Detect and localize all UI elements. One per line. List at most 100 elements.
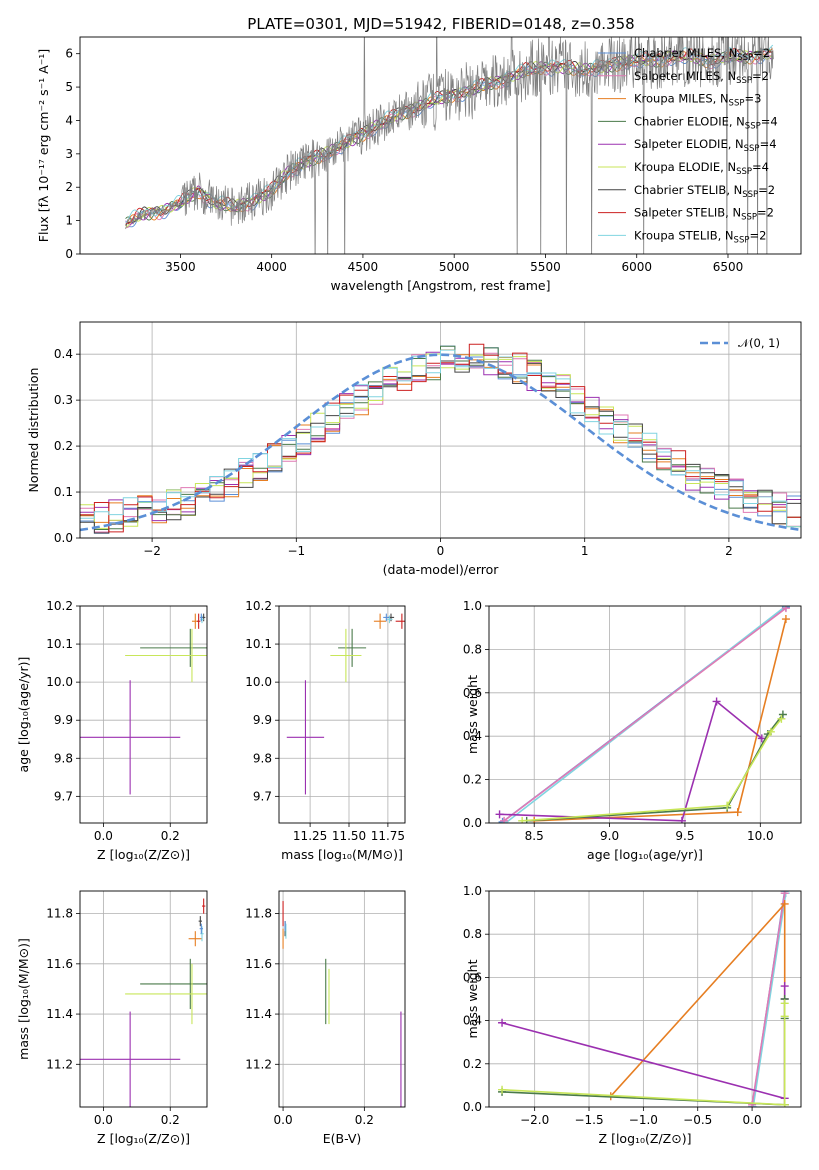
y-tick-label: 0.4 xyxy=(54,347,73,361)
axes-mass_vs_EBV: 0.0 0.2 11.2 11.4 11.6 11.8 E(B-V) xyxy=(245,890,406,1146)
legend-label-kroupa-stelib: Kroupa STELIB, NSSP=2 xyxy=(634,228,766,245)
y-axis-label: mass weight xyxy=(465,675,480,754)
legend-label-salpeter-stelib: Salpeter STELIB, NSSP=2 xyxy=(634,206,774,223)
x-axis-label: E(B-V) xyxy=(323,1131,362,1146)
mass_vs_EBV-plot-area xyxy=(282,901,402,1107)
plus-marker xyxy=(500,816,509,823)
errorbar-point-salpeter-elodie xyxy=(286,680,325,795)
x-tick-label: 3500 xyxy=(165,260,196,274)
plot-frame xyxy=(79,605,208,824)
y-axis-label: mass weight xyxy=(465,959,480,1038)
x-tick-label: −1 xyxy=(287,544,305,558)
y-tick-label: 10.2 xyxy=(46,599,73,613)
x-axis-label: wavelength [Angstrom, rest frame] xyxy=(330,278,550,293)
mass_vs_Z-plot-area xyxy=(80,898,207,1107)
errorbar-point-kroupa-elodie xyxy=(125,628,207,683)
x-tick-label: 0.0 xyxy=(743,1113,762,1127)
plus-marker xyxy=(780,1012,789,1021)
legend-label-chabrier-miles: Chabrier MILES, NSSP=2 xyxy=(634,46,770,63)
y-tick-label: 5 xyxy=(65,80,73,94)
age_vs_Z-plot-area xyxy=(80,613,207,795)
x-tick-label: 1 xyxy=(581,544,589,558)
x-tick-label: 11.25 xyxy=(293,829,327,843)
plus-marker xyxy=(781,606,790,613)
errorbar-point-salpeter-stelib xyxy=(201,898,206,914)
y-tick-label: 10.1 xyxy=(245,637,272,651)
errorbar-point-chabrier-miles xyxy=(199,613,203,622)
y-tick-label: 0.8 xyxy=(463,642,482,656)
x-tick-label: 10.0 xyxy=(747,829,774,843)
y-tick-label: 1.0 xyxy=(463,884,482,898)
y-tick-label: 11.6 xyxy=(46,957,73,971)
y-tick-label: 0.4 xyxy=(463,729,482,743)
weight_vs_Z-plot-area xyxy=(498,891,790,1107)
x-tick-label: 11.75 xyxy=(371,829,405,843)
plus-marker xyxy=(780,982,789,991)
x-axis-label: Z [log₁₀(Z/Z⊙)] xyxy=(97,1131,190,1146)
x-tick-label: −0.5 xyxy=(683,1113,712,1127)
age_vs_mass-plot-area xyxy=(286,613,405,795)
axes-spectrum: 3500 4000 4500 5000 5500 6000 6500 0 1 2 3 4 5 6 wavel… xyxy=(36,36,802,293)
y-tick-label: 0.6 xyxy=(463,686,482,700)
x-tick-label: 0.0 xyxy=(274,1113,293,1127)
errorbar-point-kroupa-elodie xyxy=(330,628,362,683)
y-tick-label: 11.8 xyxy=(46,907,73,921)
errorbar-point-chabrier-miles xyxy=(383,613,390,622)
y-tick-label: 10.0 xyxy=(245,675,272,689)
x-tick-label: 4500 xyxy=(348,260,379,274)
x-tick-label: 9.0 xyxy=(600,829,619,843)
axes-age_vs_mass: 11.25 11.50 11.75 9.7 9.8 9.9 10.0 10.1 10.2 mass… xyxy=(245,599,406,862)
y-tick-label: 1 xyxy=(65,214,73,228)
plus-marker xyxy=(780,999,789,1008)
errorbar-point-chabrier-elodie xyxy=(140,628,207,667)
x-tick-label: 0.2 xyxy=(161,829,180,843)
y-axis-label: Normed distribution xyxy=(26,368,41,493)
errorbar-point-salpeter-stelib xyxy=(395,613,405,629)
y-tick-label: 9.7 xyxy=(253,789,272,803)
weight-line-kroupa-elodie xyxy=(522,718,783,822)
plus-marker xyxy=(712,697,721,706)
plus-marker xyxy=(733,808,742,817)
errorbar-point-kroupa-miles xyxy=(188,931,202,947)
errorbar-point-chabrier-elodie xyxy=(140,958,207,1010)
x-tick-label: 6500 xyxy=(713,260,744,274)
x-tick-label: −1.5 xyxy=(574,1113,603,1127)
weight-line-chabrier-elodie xyxy=(526,714,784,822)
axes-age_vs_Z: 0.0 0.2 9.7 9.8 9.9 10.0 10.1 10.2 Z [log₁₀(Z/Z⊙… xyxy=(16,599,208,862)
y-tick-label: 0.1 xyxy=(54,485,73,499)
plus-marker xyxy=(778,710,787,719)
y-tick-label: 10.0 xyxy=(46,675,73,689)
y-tick-label: 1.0 xyxy=(463,599,482,613)
legend-label-kroupa-elodie: Kroupa ELODIE, NSSP=4 xyxy=(634,160,769,177)
x-axis-label: Z [log₁₀(Z/Z⊙)] xyxy=(97,847,190,862)
y-tick-label: 10.2 xyxy=(245,599,272,613)
legend-label-kroupa-miles: Kroupa MILES, NSSP=3 xyxy=(634,92,761,109)
y-tick-label: 0.0 xyxy=(463,816,482,830)
x-tick-label: 4000 xyxy=(256,260,287,274)
y-tick-label: 11.8 xyxy=(245,907,272,921)
x-tick-label: −2 xyxy=(143,544,161,558)
y-tick-label: 0.2 xyxy=(463,773,482,787)
y-tick-label: 9.7 xyxy=(54,789,73,803)
normal-curve xyxy=(80,353,801,532)
errorbar-point-kroupa-stelib xyxy=(386,615,393,624)
y-tick-label: 0.6 xyxy=(463,970,482,984)
legend-label-salpeter-miles: Salpeter MILES, NSSP=2 xyxy=(634,69,769,86)
residuals-plot-area xyxy=(80,343,801,534)
x-axis-label: Z [log₁₀(Z/Z⊙)] xyxy=(599,1131,692,1146)
legend-label-salpeter-elodie: Salpeter ELODIE, NSSP=4 xyxy=(634,137,777,154)
x-tick-label: 11.50 xyxy=(332,829,366,843)
axes-mass_vs_Z: 0.0 0.2 11.2 11.4 11.6 11.8 Z [log₁₀(Z/Z⊙)] mas… xyxy=(16,890,208,1146)
plot-frame xyxy=(79,890,208,1108)
x-tick-label: 5000 xyxy=(439,260,470,274)
plus-marker xyxy=(777,714,786,723)
x-axis-label: age [log₁₀(age/yr)] xyxy=(587,847,703,862)
plot-frame xyxy=(488,890,802,1108)
x-axis-label: mass [log₁₀(M/M⊙)] xyxy=(281,847,403,862)
weight-line-salpeter-miles xyxy=(503,607,787,822)
legend-label-chabrier-elodie: Chabrier ELODIE, NSSP=4 xyxy=(634,114,778,131)
y-tick-label: 11.4 xyxy=(245,1007,272,1021)
y-tick-label: 0.2 xyxy=(54,439,73,453)
x-tick-label: 9.5 xyxy=(675,829,694,843)
y-tick-label: 11.2 xyxy=(245,1057,272,1071)
